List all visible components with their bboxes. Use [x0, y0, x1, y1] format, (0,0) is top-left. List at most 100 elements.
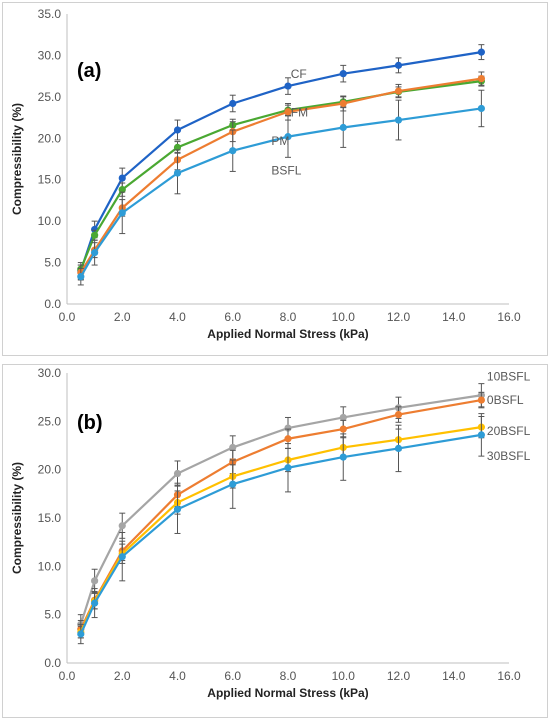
data-point — [339, 413, 347, 422]
data-point — [229, 99, 237, 108]
x-tick-label: 2.0 — [114, 310, 131, 324]
data-point — [339, 99, 347, 108]
data-point — [477, 396, 485, 404]
chart-panel-b: 0.0 5.0 10.0 15.0 20.0 25.0 30.0 0.0 2.0 4.0 6.0 8.… — [2, 364, 548, 718]
chart-panel-a: 0.0 5.0 10.0 15.0 20.0 25.0 30.0 35.0 0.0 2.0 4.0 6… — [2, 2, 548, 356]
x-tick-label: 14.0 — [442, 310, 466, 324]
data-point — [118, 209, 126, 217]
x-tick-label: 12.0 — [387, 669, 411, 683]
y-tick-label: 10.0 — [38, 214, 62, 228]
data-point — [284, 133, 292, 141]
data-point — [173, 469, 182, 478]
data-point — [339, 70, 347, 78]
y-tick-label: 25.0 — [38, 90, 62, 104]
panel-label: (a) — [77, 60, 101, 82]
x-tick-label: 14.0 — [442, 669, 466, 683]
y-tick-label: 30.0 — [38, 366, 62, 380]
series-label: 30BSFL — [487, 449, 531, 463]
series-label: 20BSFL — [487, 424, 531, 438]
x-tick-label: 8.0 — [280, 669, 297, 683]
x-tick-label: 2.0 — [114, 669, 131, 683]
data-point — [284, 82, 292, 90]
data-point — [229, 147, 237, 155]
data-point — [229, 480, 237, 488]
data-point — [173, 126, 182, 134]
x-tick-label: 0.0 — [59, 669, 76, 683]
y-tick-label: 20.0 — [38, 463, 62, 477]
series-0bsfl — [77, 391, 485, 639]
x-tick-label: 10.0 — [332, 669, 356, 683]
y-tick-label: 15.0 — [38, 173, 62, 187]
data-point — [394, 410, 403, 419]
data-point — [118, 522, 126, 530]
data-point — [339, 453, 347, 461]
data-point — [339, 425, 347, 433]
series-20bsfl — [77, 416, 485, 639]
data-point — [339, 123, 347, 132]
data-point — [229, 443, 237, 452]
x-axis-title: Applied Normal Stress (kPa) — [207, 686, 368, 700]
y-tick-label: 20.0 — [38, 131, 62, 145]
x-tick-label: 16.0 — [497, 310, 521, 324]
data-point — [118, 553, 126, 561]
series-line — [79, 426, 482, 633]
y-tick-label: 30.0 — [38, 48, 62, 62]
data-point — [91, 577, 99, 585]
data-point — [477, 48, 485, 56]
series-label: 0BSFL — [487, 393, 524, 407]
chart-a-svg: 0.0 5.0 10.0 15.0 20.0 25.0 30.0 35.0 0.0 2.0 4.0 6… — [10, 7, 521, 341]
data-point — [394, 444, 403, 452]
series-line — [79, 433, 482, 635]
data-point — [77, 630, 85, 638]
y-tick-label: 5.0 — [44, 256, 61, 270]
data-point — [118, 174, 126, 182]
data-point — [477, 104, 485, 113]
data-point — [284, 424, 292, 432]
data-point — [91, 249, 99, 257]
data-point — [284, 108, 292, 116]
data-point — [284, 464, 292, 472]
y-axis-title: Compressibility (%) — [10, 103, 24, 215]
series-30bsfl — [77, 413, 485, 645]
y-tick-label: 0.0 — [44, 297, 61, 311]
data-point — [173, 505, 182, 513]
data-point — [91, 599, 99, 607]
x-axis-title: Applied Normal Stress (kPa) — [207, 327, 368, 341]
y-tick-label: 5.0 — [44, 608, 61, 622]
data-point — [477, 431, 485, 439]
series-label: CF — [291, 67, 307, 81]
chart-b-svg: 0.0 5.0 10.0 15.0 20.0 25.0 30.0 0.0 2.0 4.0 6.0 8.… — [10, 366, 531, 700]
x-tick-label: 16.0 — [497, 669, 521, 683]
data-point — [91, 231, 99, 239]
y-tick-label: 10.0 — [38, 559, 62, 573]
x-tick-label: 4.0 — [169, 310, 186, 324]
data-point — [284, 435, 292, 443]
x-tick-label: 6.0 — [224, 669, 241, 683]
x-tick-label: 0.0 — [59, 310, 76, 324]
data-point — [173, 169, 182, 177]
y-tick-label: 25.0 — [38, 414, 62, 428]
data-point — [77, 273, 85, 281]
series-cf — [77, 44, 485, 280]
series-label: PM — [271, 134, 289, 148]
series-line — [79, 394, 482, 625]
x-tick-label: 4.0 — [169, 669, 186, 683]
data-point — [394, 87, 403, 95]
panel-label: (b) — [77, 412, 103, 434]
series-line — [79, 398, 482, 630]
x-tick-label: 8.0 — [280, 310, 297, 324]
y-axis-title: Compressibility (%) — [10, 462, 24, 574]
data-point — [394, 61, 403, 69]
x-tick-label: 12.0 — [387, 310, 411, 324]
series-10bsfl — [77, 383, 485, 635]
series-label: FM — [291, 106, 308, 120]
x-tick-label: 6.0 — [224, 310, 241, 324]
series-line — [79, 51, 482, 272]
series-bsfl — [77, 89, 485, 286]
y-tick-label: 15.0 — [38, 511, 62, 525]
data-point — [394, 116, 403, 124]
data-point — [477, 75, 485, 83]
series-label: BSFL — [271, 164, 301, 178]
x-tick-label: 10.0 — [332, 310, 356, 324]
data-point — [173, 143, 182, 151]
